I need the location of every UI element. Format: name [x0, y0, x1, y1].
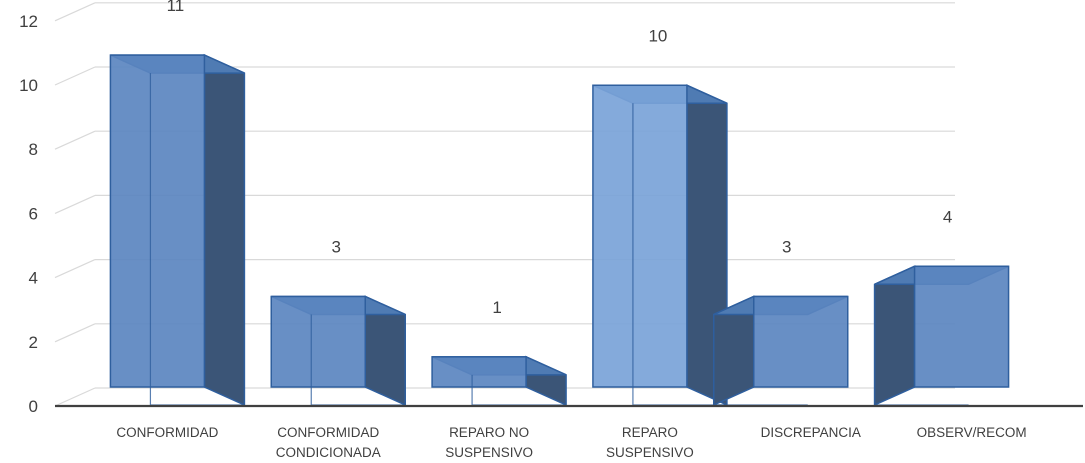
bars [109, 53, 1010, 407]
x-tick-label: CONFORMIDAD [116, 425, 218, 440]
gridline-diagonal [54, 66, 96, 86]
bar [431, 355, 567, 407]
x-tick-label: REPARO [622, 425, 678, 440]
x-tick-label: OBSERV/RECOM [917, 425, 1027, 440]
bar [270, 295, 406, 407]
bar [592, 84, 728, 407]
x-tick-label: CONDICIONADA [276, 445, 381, 460]
bar [873, 265, 1010, 407]
y-tick-label: 8 [29, 140, 38, 159]
x-tick-label: SUSPENSIVO [445, 445, 533, 460]
data-label: 10 [648, 26, 667, 45]
x-tick-label: REPARO NO [449, 425, 529, 440]
bar-front-face [753, 295, 849, 388]
y-tick-label: 2 [29, 333, 38, 352]
x-tick-label: SUSPENSIVO [606, 445, 694, 460]
labels: 0 2 4 6 8 10 12 11 CONFORMIDAD 3 CONFORMIDAD CONDIC… [19, 0, 1027, 460]
data-label: 4 [943, 207, 952, 226]
y-tick-label: 0 [29, 397, 38, 416]
data-label: 11 [167, 0, 185, 15]
gridline-diagonal [54, 194, 96, 214]
bar-front-face [431, 356, 527, 388]
bar-front-face [592, 84, 688, 388]
bar-side-face [873, 265, 916, 407]
floor-diagonal [54, 387, 96, 407]
gridline-diagonal [54, 259, 96, 279]
gridline-diagonal [54, 2, 96, 22]
bar-front-face [913, 265, 1010, 388]
gridline-diagonal [54, 323, 96, 343]
gridline-diagonal [54, 130, 96, 150]
bar-front-face [270, 295, 366, 388]
bar [109, 53, 246, 407]
x-tick-label: DISCREPANCIA [761, 425, 861, 440]
bar [713, 295, 849, 407]
bar-front-face [109, 54, 206, 388]
data-label: 1 [492, 298, 501, 317]
y-tick-label: 10 [19, 76, 38, 95]
data-label: 3 [332, 237, 341, 256]
y-tick-label: 12 [19, 12, 38, 31]
y-tick-label: 4 [29, 269, 38, 288]
data-label: 3 [782, 237, 791, 256]
y-tick-label: 6 [29, 204, 38, 223]
bar-side-face [203, 53, 246, 407]
x-tick-label: CONFORMIDAD [277, 425, 379, 440]
